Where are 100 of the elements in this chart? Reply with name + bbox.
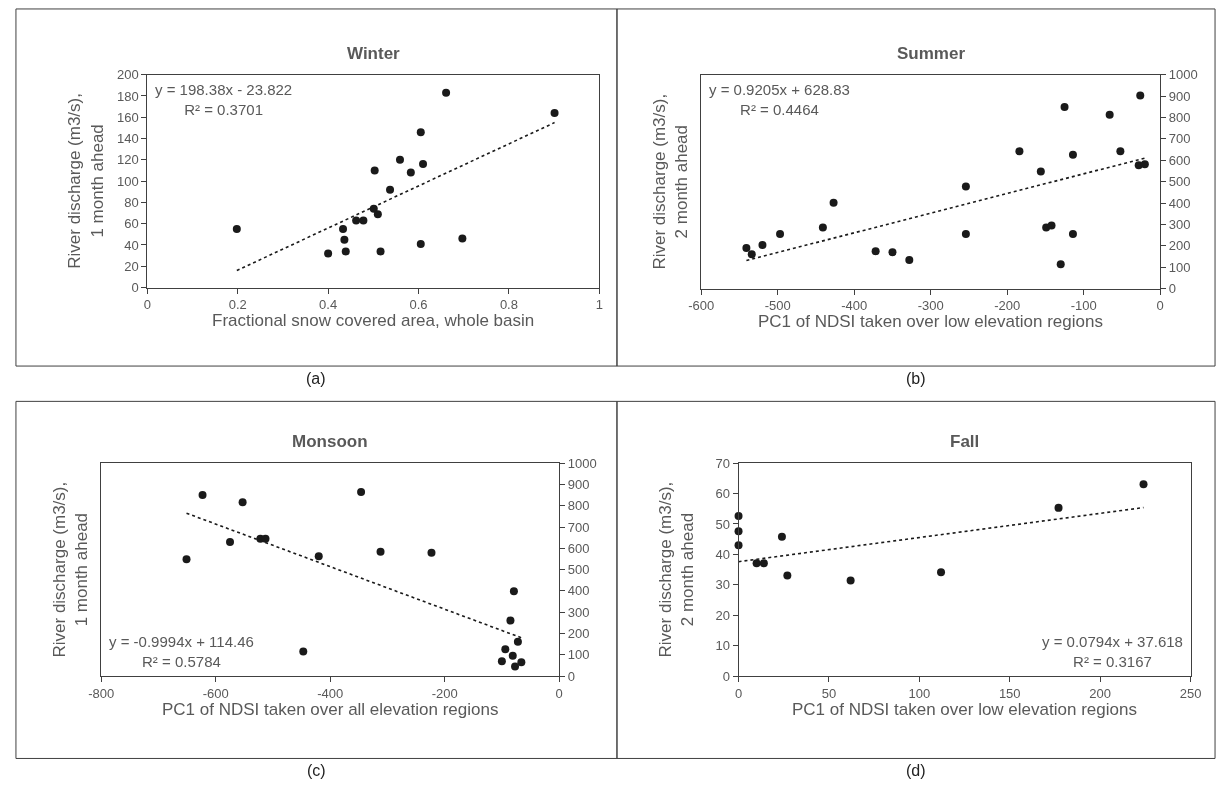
point (742, 243, 751, 252)
point (1047, 221, 1056, 230)
point (517, 658, 526, 667)
chart-title: Fall (950, 432, 980, 451)
point (776, 230, 785, 239)
y2-tick-label: 300 (1168, 216, 1191, 232)
y-tick-label: 10 (715, 638, 730, 654)
x-axis-title: PC1 of NDSI taken over low elevation regions (792, 700, 1137, 719)
point (1116, 147, 1125, 156)
y-tick-label: 100 (117, 173, 139, 189)
point (1140, 160, 1149, 169)
point (238, 498, 247, 507)
y-axis-title: River discharge (m3/s), 2 month ahead (656, 481, 698, 658)
point (509, 587, 518, 596)
point (1068, 230, 1077, 239)
x-tick-label: 150 (998, 685, 1021, 701)
point (1060, 102, 1069, 111)
point (416, 128, 425, 137)
y2-tick-label: 700 (1168, 131, 1191, 147)
y2-tick-label: 300 (567, 604, 590, 620)
point (419, 160, 428, 169)
point (506, 616, 515, 625)
point (508, 651, 517, 660)
y-tick-label: 70 (715, 455, 730, 471)
y-tick-label: 60 (715, 486, 730, 502)
point (359, 216, 368, 225)
point (1068, 150, 1077, 159)
x-tick-label: -600 (202, 685, 229, 701)
point (182, 555, 191, 564)
point (759, 559, 768, 568)
chart-title: Winter (347, 44, 401, 63)
point (427, 548, 436, 557)
point (1036, 167, 1045, 176)
point (357, 487, 366, 496)
y2-tick-label: 600 (1168, 152, 1191, 168)
point (386, 185, 395, 194)
point (198, 490, 207, 499)
point (324, 249, 333, 258)
point (1054, 503, 1063, 512)
y-tick-label: 60 (124, 216, 139, 232)
point (395, 155, 404, 164)
x-tick-label: -800 (88, 685, 115, 701)
x-tick-label: 50 (821, 685, 837, 701)
y-tick-label: 20 (715, 607, 730, 623)
x-axis-title: PC1 of NDSI taken over low elevation regions (758, 312, 1103, 331)
point (1105, 110, 1114, 119)
point (747, 250, 756, 259)
y-tick-label: 30 (715, 577, 730, 593)
point (888, 248, 897, 257)
point (497, 657, 506, 666)
point (406, 168, 415, 177)
point (829, 198, 838, 207)
point (777, 532, 786, 541)
point (846, 576, 855, 585)
y-tick-label: 120 (117, 152, 139, 168)
y2-tick-label: 600 (567, 540, 590, 556)
point (416, 239, 425, 248)
point (442, 88, 451, 97)
point (373, 210, 382, 219)
x-tick-label: -400 (841, 298, 868, 314)
x-tick-label: 0 (734, 685, 743, 701)
x-tick-label: -100 (1070, 298, 1097, 314)
y2-tick-label: 0 (1168, 281, 1176, 297)
point (961, 182, 970, 191)
x-tick-label: 0 (555, 685, 563, 701)
x-tick-label: 0.6 (409, 297, 428, 313)
y-tick-label: 50 (715, 516, 730, 532)
point (783, 571, 792, 580)
y2-tick-label: 200 (1168, 238, 1191, 254)
point (339, 225, 348, 234)
x-tick-label: -600 (688, 298, 715, 314)
x-tick-label: -200 (994, 298, 1021, 314)
point (752, 559, 761, 568)
y-tick-label: 80 (124, 194, 139, 210)
point (501, 645, 510, 654)
text: (c) (307, 762, 326, 779)
x-tick-label: 200 (1089, 685, 1111, 701)
y2-tick-label: 500 (567, 562, 590, 578)
y-axis-title: River discharge (m3/s), 2 month ahead (650, 93, 692, 270)
y-axis-title: River discharge (m3/s), 1 month ahead (50, 481, 92, 658)
y2-tick-label: 800 (1168, 110, 1191, 126)
y2-tick-label: 1000 (567, 455, 597, 471)
point (937, 568, 946, 577)
y-tick-label: 160 (117, 109, 139, 125)
y-tick-label: 40 (715, 546, 730, 562)
point (1139, 480, 1148, 489)
y2-tick-label: 800 (567, 498, 590, 514)
y2-tick-label: 200 (567, 626, 590, 642)
x-tick-label: 0.2 (228, 297, 247, 313)
x-tick-label: 100 (908, 685, 931, 701)
point (261, 534, 270, 543)
x-tick-label: 0.8 (499, 297, 518, 313)
point (905, 255, 914, 264)
point (376, 547, 385, 556)
y2-tick-label: 100 (567, 647, 590, 663)
point (226, 537, 235, 546)
y-axis-title: River discharge (m3/s), 1 month ahead (65, 93, 107, 269)
y-tick-label: 0 (722, 668, 730, 684)
y2-tick-label: 1000 (1168, 67, 1198, 83)
point (550, 109, 559, 118)
